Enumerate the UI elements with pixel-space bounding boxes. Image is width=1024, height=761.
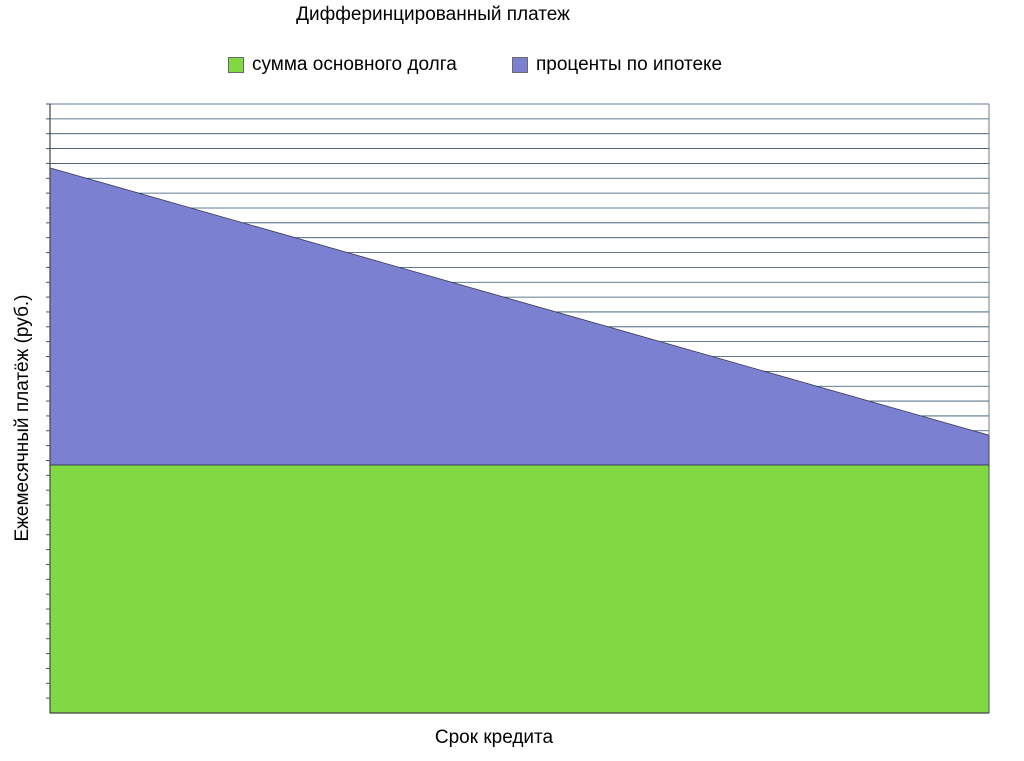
axes <box>46 103 989 714</box>
legend: сумма основного долга проценты по ипотек… <box>0 54 1024 78</box>
legend-item-principal: сумма основного долга <box>228 54 457 76</box>
area-series-principal <box>49 464 990 714</box>
legend-label-principal: сумма основного долга <box>252 54 457 75</box>
chart-title: Дифферинцированный платеж <box>296 4 570 25</box>
y-axis-label: Ежемесячный платёж (руб.) <box>12 294 33 542</box>
area-series <box>49 167 990 714</box>
legend-label-interest: проценты по ипотеке <box>536 54 723 75</box>
area-series-interest <box>49 167 990 466</box>
legend-swatch-principal <box>228 57 244 73</box>
x-axis-label: Срок кредита <box>434 727 554 748</box>
legend-swatch-interest <box>512 57 528 73</box>
legend-item-interest: проценты по ипотеке <box>512 54 722 76</box>
